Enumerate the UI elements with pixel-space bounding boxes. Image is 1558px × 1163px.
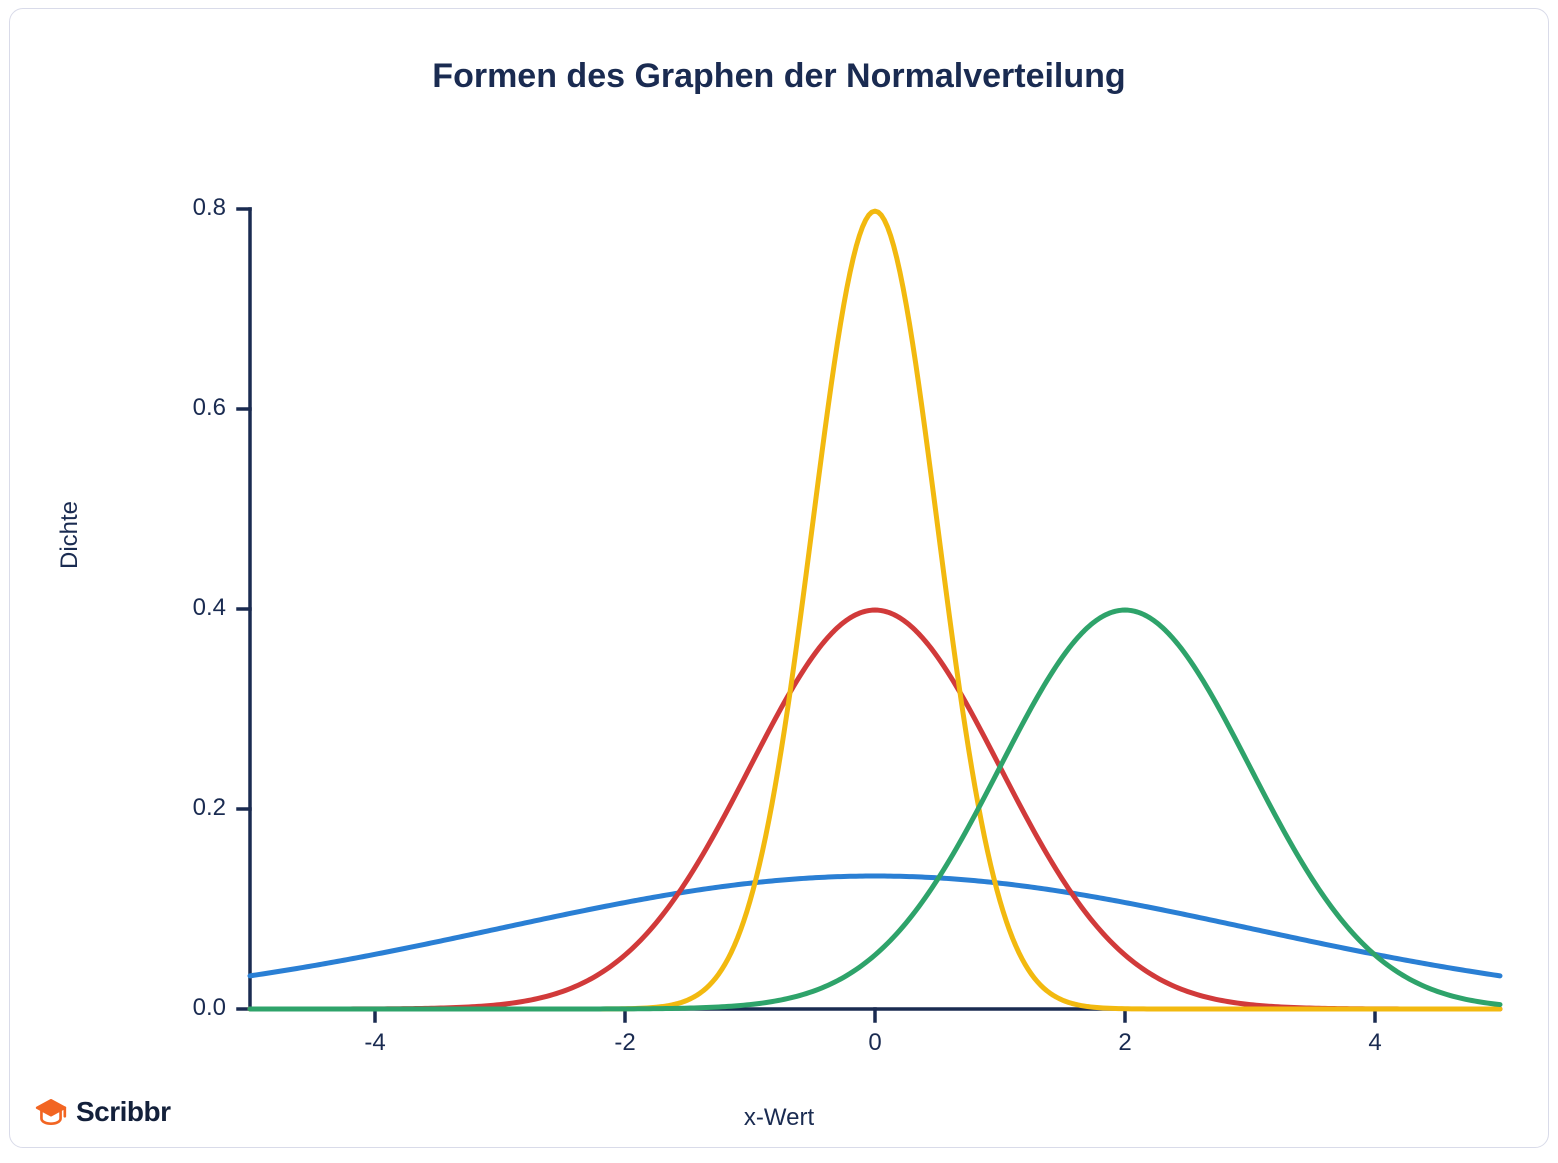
chart-plot — [10, 9, 1550, 1149]
chart-card: Formen des Graphen der Normalverteilung … — [9, 8, 1549, 1148]
x-tick-label: 4 — [1345, 1029, 1405, 1057]
x-tick-label: 2 — [1095, 1029, 1155, 1057]
x-tick-label: -2 — [595, 1029, 655, 1057]
brand-logo: Scribbr — [34, 1095, 171, 1129]
x-tick-label: -4 — [345, 1029, 405, 1057]
y-tick-label: 0.2 — [193, 794, 226, 822]
y-tick-label: 0.0 — [193, 994, 226, 1022]
x-tick-label: 0 — [845, 1029, 905, 1057]
y-tick-label: 0.8 — [193, 194, 226, 222]
brand-name: Scribbr — [76, 1096, 171, 1128]
x-axis-label: x-Wert — [10, 1104, 1548, 1132]
graduation-cap-icon — [34, 1095, 68, 1129]
y-tick-label: 0.6 — [193, 394, 226, 422]
y-tick-label: 0.4 — [193, 594, 226, 622]
